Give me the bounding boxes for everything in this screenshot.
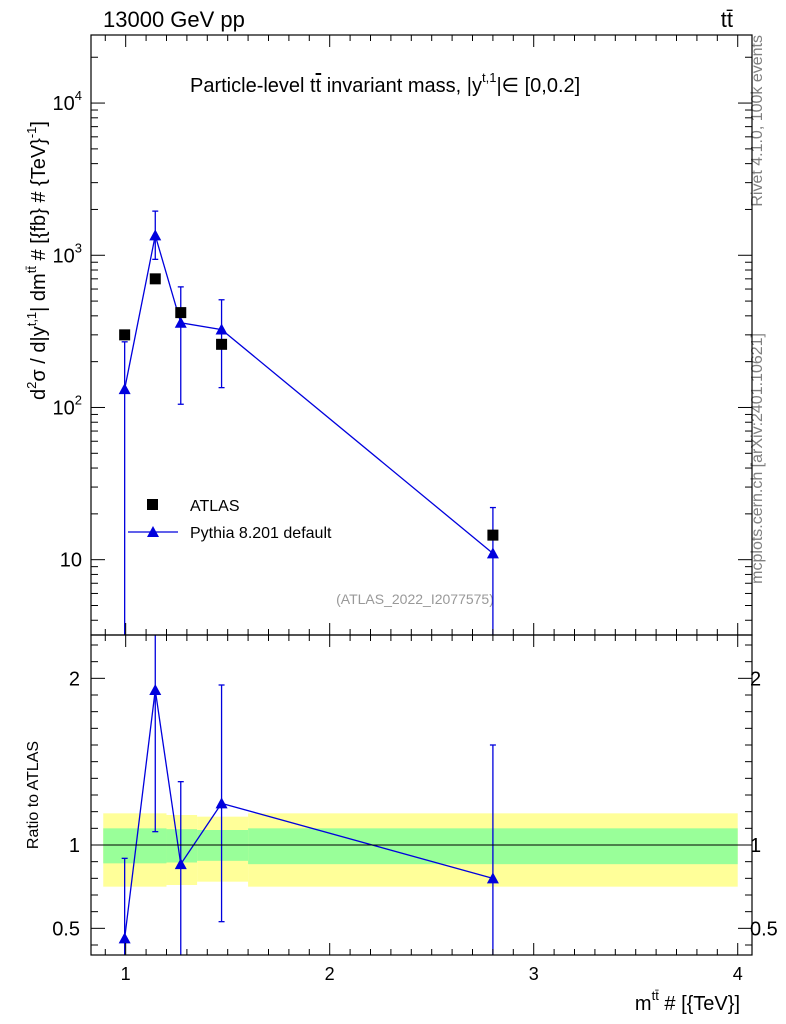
pythia-point-4	[486, 547, 499, 559]
title-tbar: t	[316, 75, 322, 97]
ratio-point-3	[215, 797, 228, 809]
pythia-point-1	[149, 229, 162, 241]
ratio-panel-frame	[90, 634, 753, 956]
ratio-y-label-right-2: 2	[750, 668, 761, 690]
mcplots-label: mcplots.cern.ch [arXiv:2401.10621]	[749, 333, 766, 584]
x-axis-label: mtt̄ # [{TeV}]	[635, 988, 740, 1015]
ratio-y-label-left-0.5: 0.5	[52, 918, 80, 940]
atlas-point-2	[175, 307, 187, 319]
legend-pythia-label: Pythia 8.201 default	[190, 525, 332, 542]
ratio-y-label-right-1: 1	[750, 835, 761, 857]
y-tick-label-3: 104	[53, 88, 82, 115]
y-tick-label-2: 103	[53, 240, 82, 267]
top-panel-frame	[90, 34, 753, 636]
main-title: Particle-level tt invariant mass, |yt,1|…	[190, 70, 580, 97]
legend: ATLAS Pythia 8.201 default	[128, 498, 332, 542]
band-inner-0	[103, 828, 140, 864]
x-tick-label-3: 3	[529, 964, 539, 984]
ratio-point-4	[486, 872, 499, 884]
atlas-point-4	[487, 529, 499, 541]
analysis-watermark: (ATLAS_2022_I2077575)	[336, 591, 494, 607]
ratio-point-0	[118, 932, 131, 944]
y-axis-label-ratio: Ratio to ATLAS	[25, 741, 42, 849]
atlas-point-0	[119, 329, 131, 341]
ratio-point-1	[149, 684, 162, 695]
atlas-point-3	[216, 338, 228, 350]
data-marks	[118, 210, 499, 955]
header-left: 13000 GeV pp	[103, 7, 245, 32]
pythia-point-3	[215, 323, 228, 335]
x-tick-label-4: 4	[733, 964, 743, 984]
x-tick-label-2: 2	[325, 964, 335, 984]
ratio-y-label-left-1: 1	[69, 835, 80, 857]
rivet-label: Rivet 4.1.0, 100k events	[749, 35, 766, 207]
ratio-point-2	[174, 858, 187, 870]
header-right: tt̄	[721, 7, 733, 32]
pythia-point-0	[118, 383, 131, 395]
pythia-point-2	[174, 316, 187, 328]
band-inner-1	[139, 828, 167, 864]
x-tick-label-1: 1	[121, 964, 131, 984]
legend-atlas-marker	[147, 499, 158, 510]
atlas-point-1	[149, 273, 161, 285]
y-tick-label-0: 10	[60, 550, 82, 572]
y-axis-label-top: d2σ / d|yt,1| dmtt̄ # [{fb} # {TeV}-1]	[24, 121, 50, 400]
axes: 1 2 3 4 10 102 103 104 0.5 0.5 1 1 2 2	[52, 34, 778, 984]
legend-atlas-label: ATLAS	[190, 498, 240, 515]
y-tick-label-1: 102	[53, 392, 82, 419]
ratio-y-label-right-0.5: 0.5	[750, 918, 778, 940]
legend-pythia-marker	[147, 526, 159, 537]
ratio-uncertainty-bands	[103, 813, 738, 887]
ratio-y-label-left-2: 2	[69, 668, 80, 690]
pythia-line	[124, 235, 494, 554]
band-inner-2	[166, 829, 198, 863]
